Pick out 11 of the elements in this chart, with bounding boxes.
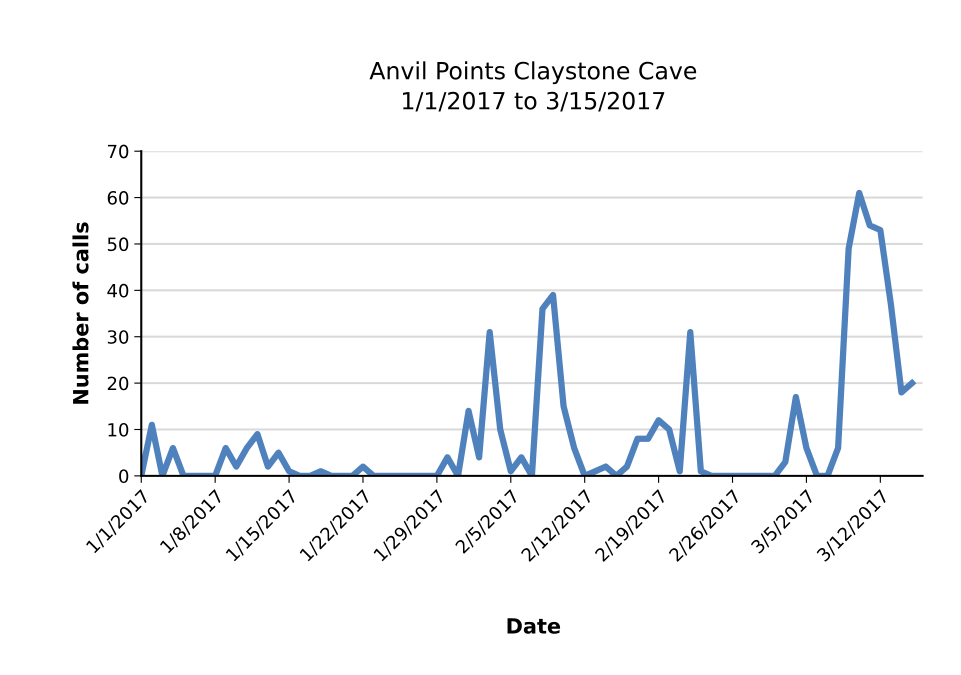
y-axis-title: Number of calls bbox=[72, 222, 89, 404]
y-tick-label: 10 bbox=[108, 422, 128, 437]
y-tick-label: 60 bbox=[108, 191, 128, 205]
y-tick-label: 40 bbox=[107, 284, 128, 298]
y-tick-label: 20 bbox=[108, 376, 128, 390]
y-tick-label: 50 bbox=[108, 237, 128, 252]
x-axis-title: Date bbox=[508, 618, 560, 634]
chart-title: Anvil Points Claystone Cave 1/1/2017 to 3/15/2017 bbox=[370, 61, 696, 112]
y-tick-label: 70 bbox=[108, 144, 128, 158]
y-tick-label: 0 bbox=[119, 469, 128, 483]
y-tick-label: 30 bbox=[108, 330, 128, 344]
